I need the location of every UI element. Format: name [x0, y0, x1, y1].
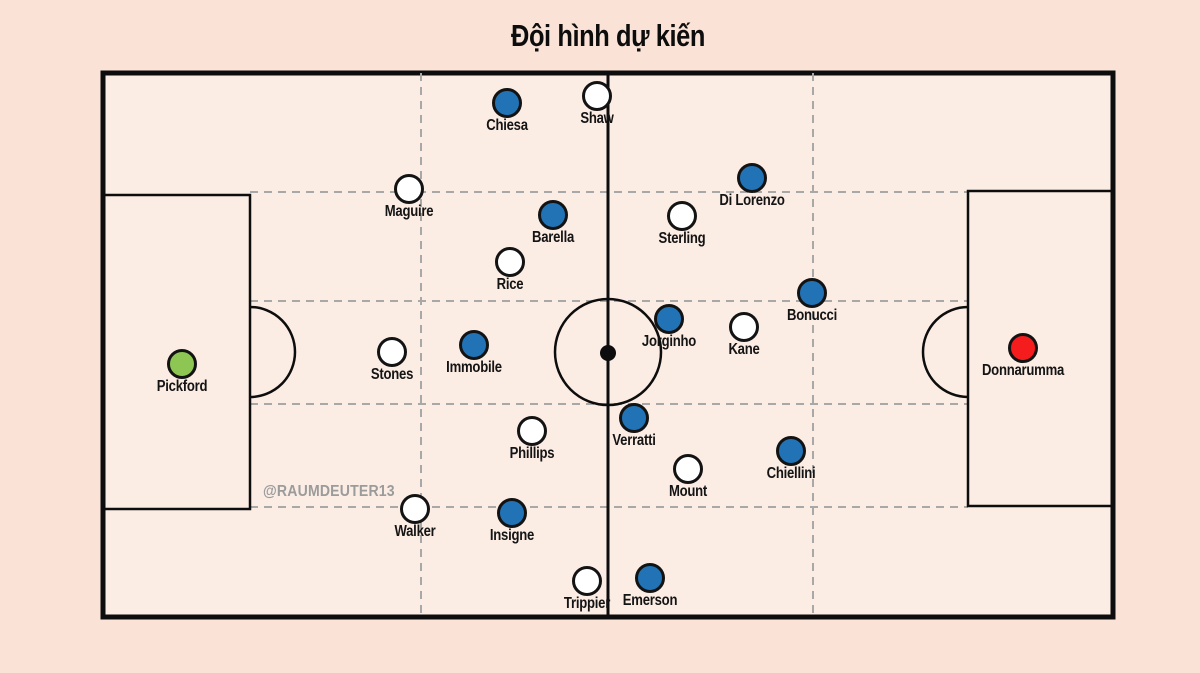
- player-label-rice: Rice: [496, 276, 524, 293]
- player-label-pickford: Pickford: [156, 378, 208, 395]
- player-label-phillips: Phillips: [509, 445, 555, 462]
- player-label-jorginho: Jorginho: [641, 333, 697, 350]
- player-label-bonucci: Bonucci: [786, 307, 838, 324]
- player-marker-chiesa: [492, 88, 522, 118]
- player-label-di-lorenzo: Di Lorenzo: [719, 192, 785, 209]
- penalty-box-right: [966, 189, 1115, 508]
- center-circle: [553, 297, 663, 407]
- player-marker-trippier: [572, 566, 602, 596]
- center-spot: [600, 345, 616, 361]
- player-marker-chiellini: [776, 436, 806, 466]
- player-marker-verratti: [619, 403, 649, 433]
- player-label-chiellini: Chiellini: [766, 465, 816, 482]
- player-label-shaw: Shaw: [580, 110, 614, 127]
- player-marker-stones: [377, 337, 407, 367]
- player-marker-barella: [538, 200, 568, 230]
- page-title: Đội hình dự kiến: [510, 18, 706, 53]
- player-marker-phillips: [517, 416, 547, 446]
- player-label-walker: Walker: [394, 523, 436, 540]
- positional-grid: [250, 73, 968, 617]
- player-marker-bonucci: [797, 278, 827, 308]
- watermark: @RAUMDEUTER13: [263, 483, 395, 500]
- player-marker-rice: [495, 247, 525, 277]
- player-marker-mount: [673, 454, 703, 484]
- player-marker-jorginho: [654, 304, 684, 334]
- player-label-stones: Stones: [370, 366, 414, 383]
- player-marker-shaw: [582, 81, 612, 111]
- player-marker-insigne: [497, 498, 527, 528]
- player-label-donnarumma: Donnarumma: [981, 362, 1065, 379]
- player-label-immobile: Immobile: [446, 359, 502, 376]
- player-label-emerson: Emerson: [622, 592, 678, 609]
- player-marker-maguire: [394, 174, 424, 204]
- player-marker-di-lorenzo: [737, 163, 767, 193]
- player-label-barella: Barella: [531, 229, 575, 246]
- player-label-chiesa: Chiesa: [486, 117, 528, 134]
- player-marker-pickford: [167, 349, 197, 379]
- player-marker-sterling: [667, 201, 697, 231]
- player-marker-immobile: [459, 330, 489, 360]
- player-marker-donnarumma: [1008, 333, 1038, 363]
- player-marker-emerson: [635, 563, 665, 593]
- player-label-kane: Kane: [728, 341, 760, 358]
- player-label-insigne: Insigne: [489, 527, 535, 544]
- penalty-arc-left: [249, 305, 297, 399]
- player-label-maguire: Maguire: [384, 203, 434, 220]
- penalty-box-left: [101, 193, 252, 511]
- player-marker-kane: [729, 312, 759, 342]
- player-label-trippier: Trippier: [563, 595, 611, 612]
- player-label-mount: Mount: [668, 483, 708, 500]
- player-marker-walker: [400, 494, 430, 524]
- player-label-sterling: Sterling: [658, 230, 706, 247]
- player-label-verratti: Verratti: [612, 432, 656, 449]
- penalty-arc-right: [921, 305, 969, 399]
